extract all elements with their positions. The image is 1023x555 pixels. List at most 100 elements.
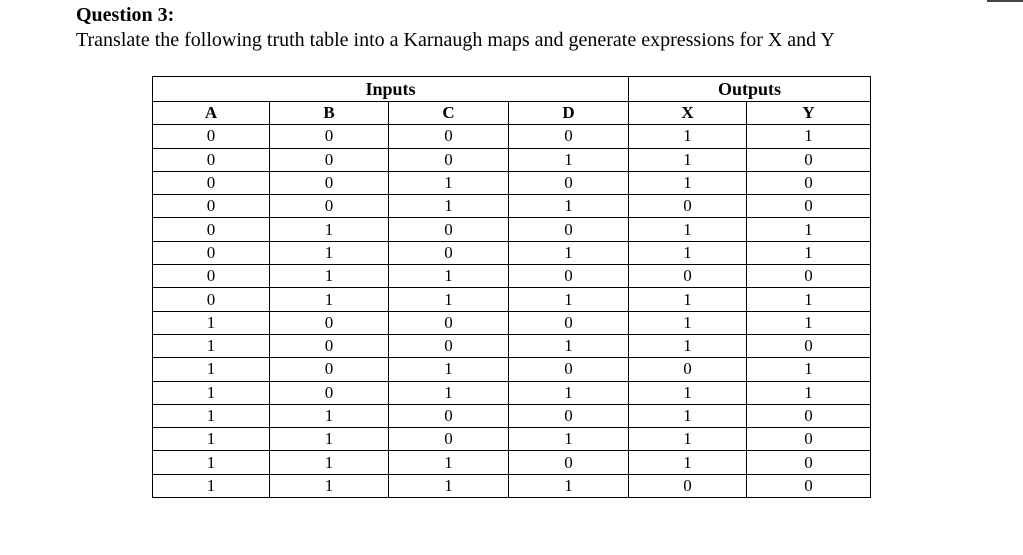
cell-a: 1 — [152, 427, 270, 452]
cell-y: 0 — [746, 194, 872, 219]
outputs-header: Outputs — [628, 76, 872, 102]
cell-c: 1 — [388, 170, 509, 196]
cell-c: 1 — [388, 194, 509, 219]
cell-x: 1 — [628, 427, 748, 452]
cell-x: 1 — [628, 170, 748, 196]
column-header-x: X — [628, 100, 748, 126]
cell-x: 1 — [628, 287, 748, 312]
cell-x: 1 — [628, 240, 748, 266]
cell-y: 0 — [746, 427, 872, 452]
cell-d: 0 — [507, 170, 630, 196]
cell-y: 1 — [746, 310, 872, 335]
cell-b: 1 — [269, 450, 389, 475]
cell-c: 0 — [388, 333, 509, 359]
cell-x: 1 — [628, 403, 748, 429]
cell-c: 0 — [388, 240, 509, 266]
cell-c: 1 — [388, 264, 509, 289]
cell-d: 0 — [507, 217, 630, 242]
top-edge-mark — [987, 0, 1023, 2]
cell-x: 1 — [628, 124, 748, 149]
cell-c: 0 — [388, 403, 509, 429]
cell-b: 1 — [269, 240, 389, 266]
cell-d: 1 — [507, 240, 630, 266]
cell-a: 0 — [152, 194, 270, 219]
cell-a: 1 — [152, 380, 270, 405]
cell-y: 0 — [746, 264, 872, 289]
cell-a: 0 — [152, 264, 270, 289]
cell-a: 1 — [152, 450, 270, 475]
cell-d: 1 — [507, 427, 630, 452]
cell-y: 1 — [746, 357, 872, 382]
cell-c: 0 — [388, 310, 509, 335]
cell-b: 0 — [269, 333, 389, 359]
cell-d: 1 — [507, 287, 630, 312]
cell-b: 0 — [269, 147, 389, 172]
cell-b: 1 — [269, 403, 389, 429]
column-header-d: D — [507, 100, 630, 126]
cell-x: 0 — [628, 194, 748, 219]
cell-y: 0 — [746, 170, 872, 196]
group-header-row: Inputs Outputs — [151, 76, 872, 102]
cell-a: 1 — [152, 310, 270, 335]
cell-a: 0 — [152, 147, 270, 172]
cell-b: 1 — [269, 287, 389, 312]
cell-x: 1 — [628, 450, 748, 475]
cell-d: 0 — [507, 403, 630, 429]
cell-y: 0 — [746, 147, 872, 172]
cell-d: 1 — [507, 473, 630, 499]
cell-y: 1 — [746, 124, 872, 149]
cell-a: 1 — [152, 333, 270, 359]
cell-c: 1 — [388, 357, 509, 382]
cell-y: 1 — [746, 380, 872, 405]
cell-y: 0 — [746, 450, 872, 475]
cell-a: 1 — [152, 357, 270, 382]
cell-d: 0 — [507, 264, 630, 289]
cell-d: 1 — [507, 194, 630, 219]
cell-x: 1 — [628, 147, 748, 172]
cell-c: 1 — [388, 380, 509, 405]
cell-d: 1 — [507, 147, 630, 172]
cell-d: 1 — [507, 333, 630, 359]
cell-a: 0 — [152, 240, 270, 266]
question-instruction: Translate the following truth table into… — [76, 29, 835, 51]
cell-x: 1 — [628, 217, 748, 242]
cell-a: 0 — [152, 217, 270, 242]
cell-b: 0 — [269, 194, 389, 219]
cell-b: 1 — [269, 473, 389, 499]
cell-x: 0 — [628, 473, 748, 499]
question-heading: Question 3: — [76, 4, 175, 26]
cell-y: 1 — [746, 240, 872, 266]
cell-x: 1 — [628, 380, 748, 405]
cell-a: 1 — [152, 403, 270, 429]
cell-y: 1 — [746, 287, 872, 312]
cell-d: 0 — [507, 124, 630, 149]
cell-c: 1 — [388, 473, 509, 499]
cell-d: 1 — [507, 380, 630, 405]
cell-b: 1 — [269, 264, 389, 289]
cell-x: 1 — [628, 333, 748, 359]
cell-a: 1 — [152, 473, 270, 499]
column-header-c: C — [388, 100, 509, 126]
cell-b: 0 — [269, 357, 389, 382]
column-header-a: A — [152, 100, 270, 126]
cell-c: 0 — [388, 427, 509, 452]
cell-y: 0 — [746, 403, 872, 429]
cell-a: 0 — [152, 124, 270, 149]
cell-b: 0 — [269, 124, 389, 149]
cell-c: 0 — [388, 217, 509, 242]
cell-y: 1 — [746, 217, 872, 242]
